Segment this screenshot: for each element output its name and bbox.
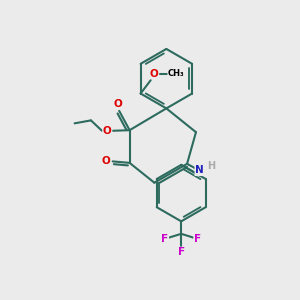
Text: F: F — [178, 247, 185, 257]
Text: O: O — [103, 126, 112, 136]
Text: F: F — [194, 234, 201, 244]
Text: CH₃: CH₃ — [168, 69, 184, 78]
Text: O: O — [150, 69, 158, 79]
Text: H: H — [207, 161, 215, 171]
Text: O: O — [102, 156, 110, 167]
Text: F: F — [161, 234, 168, 244]
Text: N: N — [195, 165, 204, 176]
Text: O: O — [113, 99, 122, 109]
